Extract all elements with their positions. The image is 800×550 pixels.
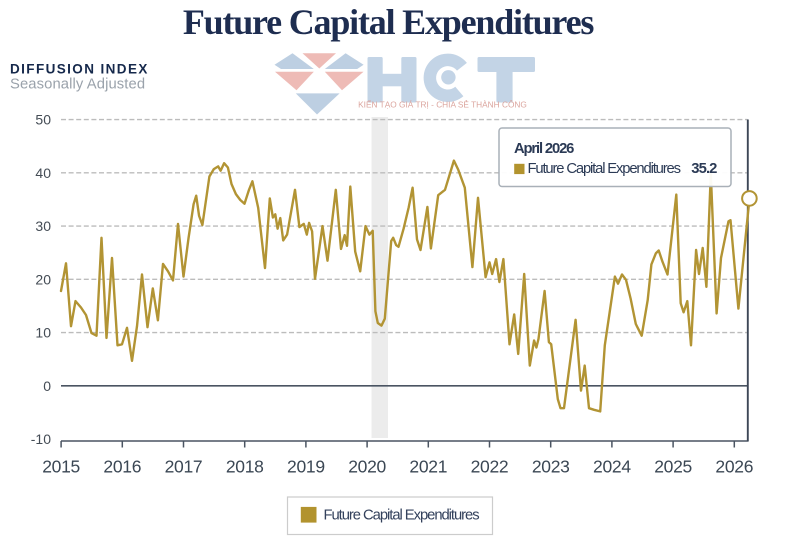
svg-text:-10: -10	[31, 431, 51, 447]
svg-text:40: 40	[35, 165, 51, 181]
svg-text:2019: 2019	[287, 456, 325, 476]
svg-text:10: 10	[35, 325, 51, 341]
svg-text:2021: 2021	[409, 456, 447, 476]
svg-text:DIFFUSION INDEX: DIFFUSION INDEX	[10, 62, 149, 77]
svg-text:KIẾN TẠO GIÁ TRỊ - CHIA SẺ THÀ: KIẾN TẠO GIÁ TRỊ - CHIA SẺ THÀNH CÔNG	[358, 99, 527, 110]
svg-text:30: 30	[35, 218, 51, 234]
svg-text:Future Capital Expenditures: Future Capital Expenditures	[324, 508, 480, 524]
svg-text:2024: 2024	[593, 456, 631, 476]
svg-text:April 2026: April 2026	[514, 141, 574, 157]
svg-text:2017: 2017	[165, 456, 203, 476]
svg-text:2026: 2026	[715, 456, 753, 476]
svg-text:2016: 2016	[103, 456, 141, 476]
svg-text:0: 0	[43, 378, 51, 394]
svg-text:2018: 2018	[226, 456, 264, 476]
svg-text:Future Capital Expenditures: Future Capital Expenditures	[183, 2, 595, 42]
svg-text:2025: 2025	[654, 456, 692, 476]
svg-text:Future Capital Expenditures: Future Capital Expenditures	[528, 161, 681, 177]
svg-text:20: 20	[35, 271, 51, 287]
svg-text:2015: 2015	[42, 456, 80, 476]
svg-text:2022: 2022	[471, 456, 509, 476]
svg-text:2020: 2020	[348, 456, 386, 476]
svg-text:2023: 2023	[532, 456, 570, 476]
svg-text:35.2: 35.2	[691, 161, 717, 177]
svg-text:Seasonally Adjusted: Seasonally Adjusted	[10, 77, 145, 93]
svg-text:50: 50	[35, 112, 51, 128]
